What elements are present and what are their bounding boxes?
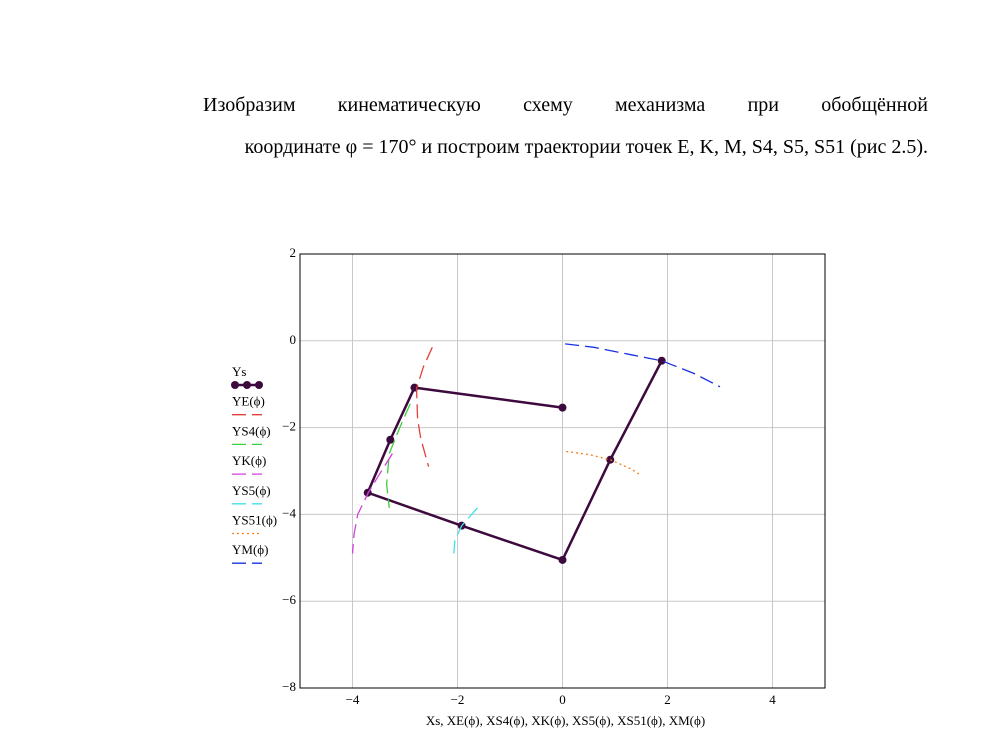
legend-label: YS51(ϕ) bbox=[232, 512, 277, 527]
y-tick-label: 0 bbox=[290, 332, 297, 347]
legend-marker bbox=[231, 381, 239, 389]
legend-label: YK(ϕ) bbox=[232, 453, 266, 468]
legend-label: YS5(ϕ) bbox=[232, 483, 271, 498]
series-line bbox=[453, 507, 478, 554]
legend-label: Ys bbox=[232, 364, 246, 379]
plot-border bbox=[299, 253, 826, 689]
y-tick-label: −2 bbox=[282, 419, 296, 434]
series-line bbox=[566, 450, 642, 476]
legend-label: YM(ϕ) bbox=[232, 542, 268, 557]
paragraph-line: Изобразим кинематическую схему механизма… bbox=[203, 94, 928, 116]
legend-label: YS4(ϕ) bbox=[232, 423, 271, 438]
x-tick-label: −2 bbox=[451, 692, 465, 707]
y-tick-label: −8 bbox=[282, 679, 296, 694]
series-line bbox=[366, 360, 663, 562]
point-marker bbox=[657, 356, 666, 365]
point-marker bbox=[386, 435, 395, 444]
point-marker bbox=[606, 455, 615, 464]
y-tick-label: −4 bbox=[282, 505, 296, 520]
paragraph-line: координате φ = 170° и построим траектори… bbox=[244, 136, 928, 158]
series-line bbox=[385, 403, 411, 508]
point-marker bbox=[558, 555, 567, 564]
x-tick-label: 0 bbox=[559, 692, 566, 707]
x-axis-label: Xs, XE(ϕ), XS4(ϕ), XK(ϕ), XS5(ϕ), XS51(ϕ… bbox=[426, 713, 705, 728]
y-tick-label: −6 bbox=[282, 592, 296, 607]
x-tick-label: 2 bbox=[664, 692, 671, 707]
series-line bbox=[415, 347, 433, 467]
point-marker bbox=[558, 403, 567, 412]
series-line bbox=[565, 343, 721, 388]
y-tick-label: 2 bbox=[290, 245, 297, 260]
legend-label: YE(ϕ) bbox=[232, 394, 265, 409]
legend-marker bbox=[243, 381, 251, 389]
x-tick-label: −4 bbox=[346, 692, 360, 707]
series-line bbox=[351, 453, 393, 554]
legend-marker bbox=[255, 381, 263, 389]
x-tick-label: 4 bbox=[769, 692, 776, 707]
